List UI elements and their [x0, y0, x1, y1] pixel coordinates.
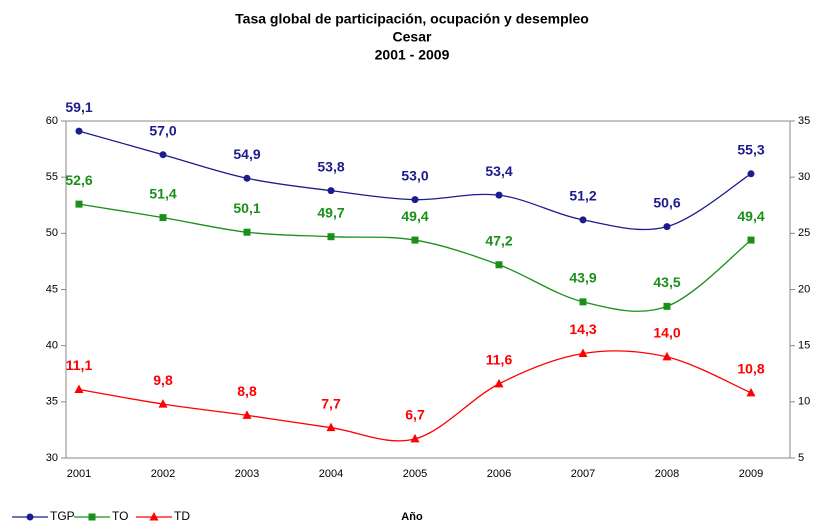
- y2-tick-label: 5: [798, 452, 804, 464]
- marker: [243, 228, 251, 236]
- y-tick-label: 35: [46, 396, 58, 408]
- marker: [746, 387, 756, 397]
- y-tick-label: 60: [46, 115, 58, 127]
- x-tick-label: 2005: [403, 468, 427, 480]
- data-label: 53,0: [401, 167, 428, 183]
- data-label: 51,2: [569, 188, 596, 204]
- data-label: 55,3: [737, 141, 764, 157]
- legend-label: TD: [174, 509, 190, 523]
- marker: [327, 233, 335, 241]
- data-label: 49,4: [737, 208, 764, 224]
- x-tick-label: 2002: [151, 468, 175, 480]
- y-tick-label: 55: [46, 171, 58, 183]
- data-label: 53,8: [317, 158, 344, 174]
- y-tick-label: 30: [46, 452, 58, 464]
- data-label: 47,2: [485, 232, 512, 248]
- chart-title: Tasa global de participación, ocupación …: [235, 11, 589, 27]
- data-label: 57,0: [149, 122, 176, 138]
- data-label: 11,1: [66, 357, 93, 373]
- marker: [578, 348, 588, 358]
- data-label: 49,4: [401, 208, 428, 224]
- y-tick-label: 50: [46, 227, 58, 239]
- marker: [494, 378, 504, 388]
- data-label: 59,1: [65, 99, 92, 115]
- data-label: 9,8: [153, 372, 173, 388]
- data-label: 6,7: [405, 407, 425, 423]
- data-label: 53,4: [485, 163, 512, 179]
- y2-tick-label: 20: [798, 283, 810, 295]
- marker: [410, 433, 420, 443]
- data-label: 10,8: [737, 361, 764, 377]
- data-label: 14,0: [653, 325, 680, 341]
- x-tick-label: 2009: [739, 468, 763, 480]
- legend-marker: [88, 513, 96, 521]
- x-tick-label: 2004: [319, 468, 343, 480]
- marker: [411, 196, 419, 204]
- x-tick-label: 2006: [487, 468, 511, 480]
- marker: [75, 127, 83, 135]
- data-label: 43,9: [569, 270, 596, 286]
- y-tick-label: 45: [46, 283, 58, 295]
- y2-tick-label: 15: [798, 340, 810, 352]
- marker: [747, 236, 755, 244]
- data-label: 7,7: [321, 395, 341, 411]
- data-label: 51,4: [149, 185, 176, 201]
- chart-subtitle: 2001 - 2009: [375, 47, 450, 63]
- y2-tick-label: 10: [798, 396, 810, 408]
- marker: [579, 216, 587, 224]
- data-label: 11,6: [486, 352, 513, 368]
- marker: [74, 384, 84, 393]
- data-label: 8,8: [237, 383, 257, 399]
- chart-subtitle: Cesar: [393, 29, 432, 45]
- marker: [663, 223, 671, 231]
- legend-label: TGP: [50, 509, 75, 523]
- marker: [327, 187, 335, 195]
- marker: [159, 151, 167, 159]
- legend-label: TO: [112, 509, 128, 523]
- marker: [747, 170, 755, 178]
- marker: [243, 174, 251, 182]
- data-label: 43,5: [653, 274, 680, 290]
- marker: [411, 236, 419, 244]
- marker: [579, 298, 587, 306]
- marker: [662, 351, 672, 361]
- data-label: 14,3: [569, 321, 596, 337]
- data-label: 49,7: [317, 204, 344, 220]
- y2-tick-label: 30: [798, 171, 810, 183]
- marker: [159, 214, 167, 222]
- marker: [158, 399, 168, 408]
- marker: [75, 200, 83, 208]
- x-tick-label: 2008: [655, 468, 679, 480]
- y2-tick-label: 25: [798, 227, 810, 239]
- data-label: 52,6: [65, 172, 92, 188]
- marker: [495, 191, 503, 199]
- x-tick-label: 2007: [571, 468, 595, 480]
- x-tick-label: 2003: [235, 468, 259, 480]
- marker: [242, 410, 252, 419]
- data-label: 54,9: [233, 146, 260, 162]
- data-label: 50,1: [233, 200, 260, 216]
- legend-marker: [26, 513, 34, 521]
- marker: [495, 261, 503, 269]
- marker: [326, 422, 336, 432]
- marker: [663, 302, 671, 310]
- y2-tick-label: 35: [798, 115, 810, 127]
- legend-marker: [149, 512, 159, 521]
- x-tick-label: 2001: [67, 468, 91, 480]
- x-axis-label: Año: [401, 511, 423, 523]
- data-label: 50,6: [653, 194, 680, 210]
- series-line: [78, 350, 752, 442]
- y-tick-label: 40: [46, 340, 58, 352]
